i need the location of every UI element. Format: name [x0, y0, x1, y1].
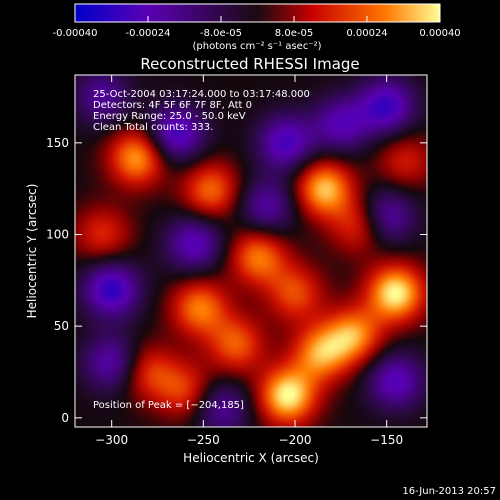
x-axis-label: Heliocentric X (arcsec)	[183, 451, 319, 465]
x-tick-label: −150	[370, 433, 403, 447]
annotation-clean: Clean Total counts: 333.	[93, 122, 213, 133]
colorbar-tick-label: -0.00024	[126, 28, 171, 39]
colorbar-ticks: -0.00040 -0.00024 -8.0e-05 8.0e-05 0.00024 0.…	[53, 16, 461, 39]
colorbar-tick-label: 8.0e-05	[275, 28, 313, 39]
footer-timestamp: 16-Jun-2013 20:57	[402, 486, 496, 497]
axis-ticks: −300 −250 −200 −150 0 50 100 150	[46, 75, 427, 447]
colorbar: -0.00040 -0.00024 -8.0e-05 8.0e-05 0.00024 0.…	[53, 3, 461, 52]
plot-frame	[74, 74, 428, 428]
x-tick-label: −300	[95, 433, 128, 447]
x-tick-label: −200	[279, 433, 312, 447]
colorbar-tick-label: 0.00024	[346, 28, 387, 39]
annotation-peak: Position of Peak = [−204,185]	[93, 400, 244, 411]
y-tick-label: 0	[61, 411, 69, 425]
annotation-time: 25-Oct-2004 03:17:24.000 to 03:17:48.000	[93, 89, 310, 100]
y-tick-label: 150	[46, 136, 69, 150]
colorbar-tick-label: -0.00040	[53, 28, 98, 39]
colorbar-units: (photons cm⁻² s⁻¹ asec⁻²)	[192, 41, 321, 52]
colorbar-tick-label: 0.00040	[419, 28, 460, 39]
x-tick-label: −250	[187, 433, 220, 447]
colorbar-gradient	[74, 3, 441, 23]
annotation-energy: Energy Range: 25.0 - 50.0 keV	[93, 111, 246, 122]
y-tick-label: 50	[54, 319, 69, 333]
annotations: 25-Oct-2004 03:17:24.000 to 03:17:48.000…	[93, 89, 310, 411]
colorbar-tick-label: -8.0e-05	[200, 28, 242, 39]
plot-area: −300 −250 −200 −150 0 50 100 150	[46, 74, 428, 447]
y-tick-label: 100	[46, 228, 69, 242]
heatmap-image	[75, 75, 427, 427]
y-axis-label: Heliocentric Y (arcsec)	[25, 184, 39, 319]
annotation-detectors: Detectors: 4F 5F 6F 7F 8F, Att 0	[93, 100, 252, 111]
chart-title: Reconstructed RHESSI Image	[140, 55, 359, 73]
